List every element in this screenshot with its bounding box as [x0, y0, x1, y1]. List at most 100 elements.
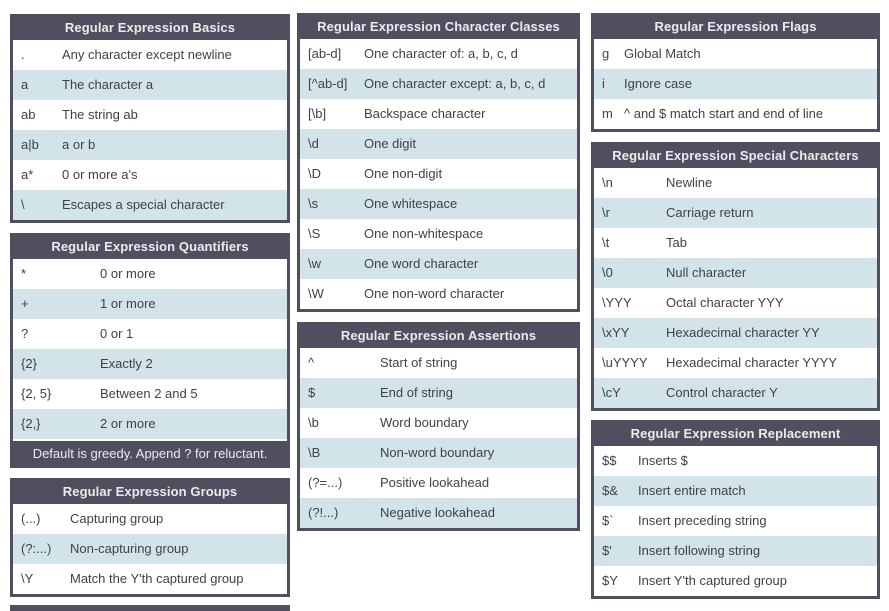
description-cell: Hexadecimal character YYYY	[666, 355, 838, 370]
description-cell: Exactly 2	[100, 356, 153, 371]
pattern-cell: g	[602, 46, 610, 61]
table-row: . Any character except newline	[13, 40, 287, 70]
description-cell: Start of string	[380, 355, 458, 370]
pattern-cell: $$	[602, 453, 617, 468]
column-3: Regular Expression Flags g Global Match i Ig…	[591, 0, 880, 599]
pattern-cell: \uYYYY	[602, 355, 648, 370]
description-cell: a or b	[62, 137, 96, 152]
table-title: Regular Expression Replacement	[594, 420, 877, 446]
pattern-cell: a	[21, 77, 29, 92]
table-title: Regular Expression Groups	[13, 478, 287, 504]
description-cell: 0 or more	[100, 266, 156, 281]
description-cell: Any character except newline	[62, 47, 232, 62]
description-cell: Non-capturing group	[70, 541, 189, 556]
table-row: {2, 5} Between 2 and 5	[13, 379, 287, 409]
table-row: \xYY Hexadecimal character YY	[594, 318, 877, 348]
description-cell: 2 or more	[100, 416, 156, 431]
table-regular-expression-assertions: Regular Expression Assertions ^ Start of s…	[297, 322, 580, 531]
description-cell: One word character	[364, 256, 479, 271]
description-cell: Ignore case	[624, 76, 692, 91]
pattern-cell: $&	[602, 483, 618, 498]
description-cell: Non-word boundary	[380, 445, 495, 460]
pattern-cell: \xYY	[602, 325, 630, 340]
pattern-cell: ?	[21, 326, 29, 341]
description-cell: Between 2 and 5	[100, 386, 198, 401]
table-row: \n Newline	[594, 168, 877, 198]
table-row: (?=...) Positive lookahead	[300, 468, 577, 498]
pattern-cell: i	[602, 76, 605, 91]
pattern-cell: $'	[602, 543, 612, 558]
table-row: a* 0 or more a's	[13, 160, 287, 190]
description-cell: Escapes a special character	[62, 197, 225, 212]
table-row: \uYYYY Hexadecimal character YYYY	[594, 348, 877, 378]
pattern-cell: \n	[602, 175, 613, 190]
description-cell: Insert entire match	[638, 483, 746, 498]
table-regular-expression-character-classes: Regular Expression Character Classes [ab-…	[297, 13, 580, 312]
table-row: $Y Insert Y'th captured group	[594, 566, 877, 596]
pattern-cell: \d	[308, 136, 319, 151]
description-cell: Global Match	[624, 46, 701, 61]
pattern-cell: $`	[602, 513, 614, 528]
description-cell: One character except: a, b, c, d	[364, 76, 546, 91]
pattern-cell: \cY	[602, 385, 621, 400]
description-cell: One digit	[364, 136, 417, 151]
pattern-cell: {2, 5}	[21, 386, 52, 401]
table-regular-expression-replacement: Regular Expression Replacement $$ Inserts …	[591, 420, 880, 599]
description-cell: Word boundary	[380, 415, 469, 430]
table-row: \d One digit	[300, 129, 577, 159]
description-cell: Carriage return	[666, 205, 754, 220]
pattern-cell: \0	[602, 265, 613, 280]
pattern-cell: [\b]	[308, 106, 327, 121]
description-cell: One non-whitespace	[364, 226, 484, 241]
table-regular-expression-flags: Regular Expression Flags g Global Match i Ig…	[591, 13, 880, 132]
pattern-cell: (...)	[21, 511, 41, 526]
description-cell: Tab	[666, 235, 687, 250]
table-row: \s One whitespace	[300, 189, 577, 219]
table-row: [^ab-d] One character except: a, b, c, d	[300, 69, 577, 99]
table-regular-expression-groups: Regular Expression Groups (...) Capturing …	[10, 478, 290, 597]
table-row: \t Tab	[594, 228, 877, 258]
table-row: \0 Null character	[594, 258, 877, 288]
table-regular-expression-special-characters: Regular Expression Special Characters \n N…	[591, 142, 880, 411]
table-row: (...) Capturing group	[13, 504, 287, 534]
table-row: ? 0 or 1	[13, 319, 287, 349]
table-regular-expression-basics: Regular Expression Basics. Any character …	[10, 14, 290, 223]
pattern-cell: \B	[308, 445, 321, 460]
description-cell: 0 or more a's	[62, 167, 138, 182]
table-row: \B Non-word boundary	[300, 438, 577, 468]
table-row: \S One non-whitespace	[300, 219, 577, 249]
description-cell: One non-digit	[364, 166, 443, 181]
pattern-cell: \W	[308, 286, 324, 301]
description-cell: Match the Y'th captured group	[70, 571, 244, 586]
pattern-cell: m	[602, 106, 613, 121]
description-cell: One non-word character	[364, 286, 505, 301]
pattern-cell: (?=...)	[308, 475, 343, 490]
description-cell: The string ab	[62, 107, 138, 122]
table-row: $& Insert entire match	[594, 476, 877, 506]
table-row: \r Carriage return	[594, 198, 877, 228]
pattern-cell: [^ab-d]	[308, 76, 348, 91]
pattern-cell: \s	[308, 196, 319, 211]
description-cell: Octal character YYY	[666, 295, 784, 310]
pattern-cell: \Y	[21, 571, 34, 586]
table-title: Regular Expression Quantifiers	[13, 233, 287, 259]
pattern-cell: \b	[308, 415, 319, 430]
table-row: $$ Inserts $	[594, 446, 877, 476]
pattern-cell: \D	[308, 166, 321, 181]
pattern-cell: $	[308, 385, 316, 400]
table-row: [ab-d] One character of: a, b, c, d	[300, 39, 577, 69]
table-row: (?:...) Non-capturing group	[13, 534, 287, 564]
description-cell: End of string	[380, 385, 453, 400]
description-cell: Control character Y	[666, 385, 778, 400]
table-title: Regular Expression Character Classes	[300, 13, 577, 39]
table-title: Regular Expression Assertions	[300, 322, 577, 348]
pattern-cell: \t	[602, 235, 610, 250]
table-row: \cY Control character Y	[594, 378, 877, 408]
description-cell: The character a	[62, 77, 154, 92]
pattern-cell: \S	[308, 226, 321, 241]
table-row: $ End of string	[300, 378, 577, 408]
description-cell: Insert Y'th captured group	[638, 573, 787, 588]
description-cell: One whitespace	[364, 196, 458, 211]
pattern-cell: [ab-d]	[308, 46, 342, 61]
description-cell: Negative lookahead	[380, 505, 495, 520]
